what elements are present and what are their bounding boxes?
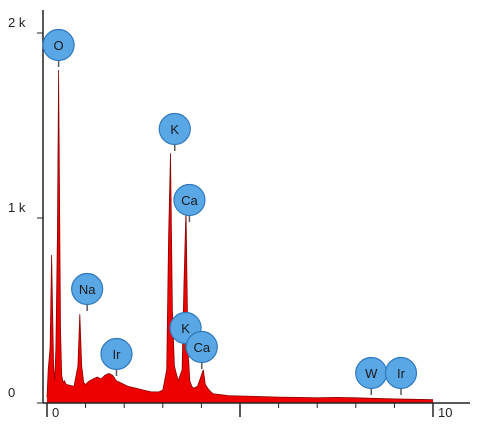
element-badge-ca [173,183,206,217]
element-badge-ca [185,330,218,364]
y-tick-label: 0 [8,385,15,400]
element-badge-k [158,112,191,146]
element-label: Ir [397,366,406,381]
element-label: Ca [193,340,210,355]
element-label: Na [79,282,96,297]
element-label: W [365,366,378,381]
element-label: Ca [181,193,198,208]
x-tick-label: 0 [52,405,59,420]
spectrum-line [46,69,434,401]
element-label: K [181,321,190,336]
element-badge-na [71,272,104,306]
y-tick-label: 1 k [8,200,26,215]
axes: 0 1 k 2 k 0 10 [8,10,470,420]
element-badge-ir [100,337,133,371]
y-tick-label: 2 k [8,15,26,30]
element-badge-ir [384,356,418,390]
element-label: O [54,38,64,53]
element-badge-o [42,28,75,62]
x-tick-label: 10 [438,405,452,420]
element-label: K [170,122,179,137]
element-label: Ir [113,347,122,362]
spectrum-layer [46,69,434,403]
